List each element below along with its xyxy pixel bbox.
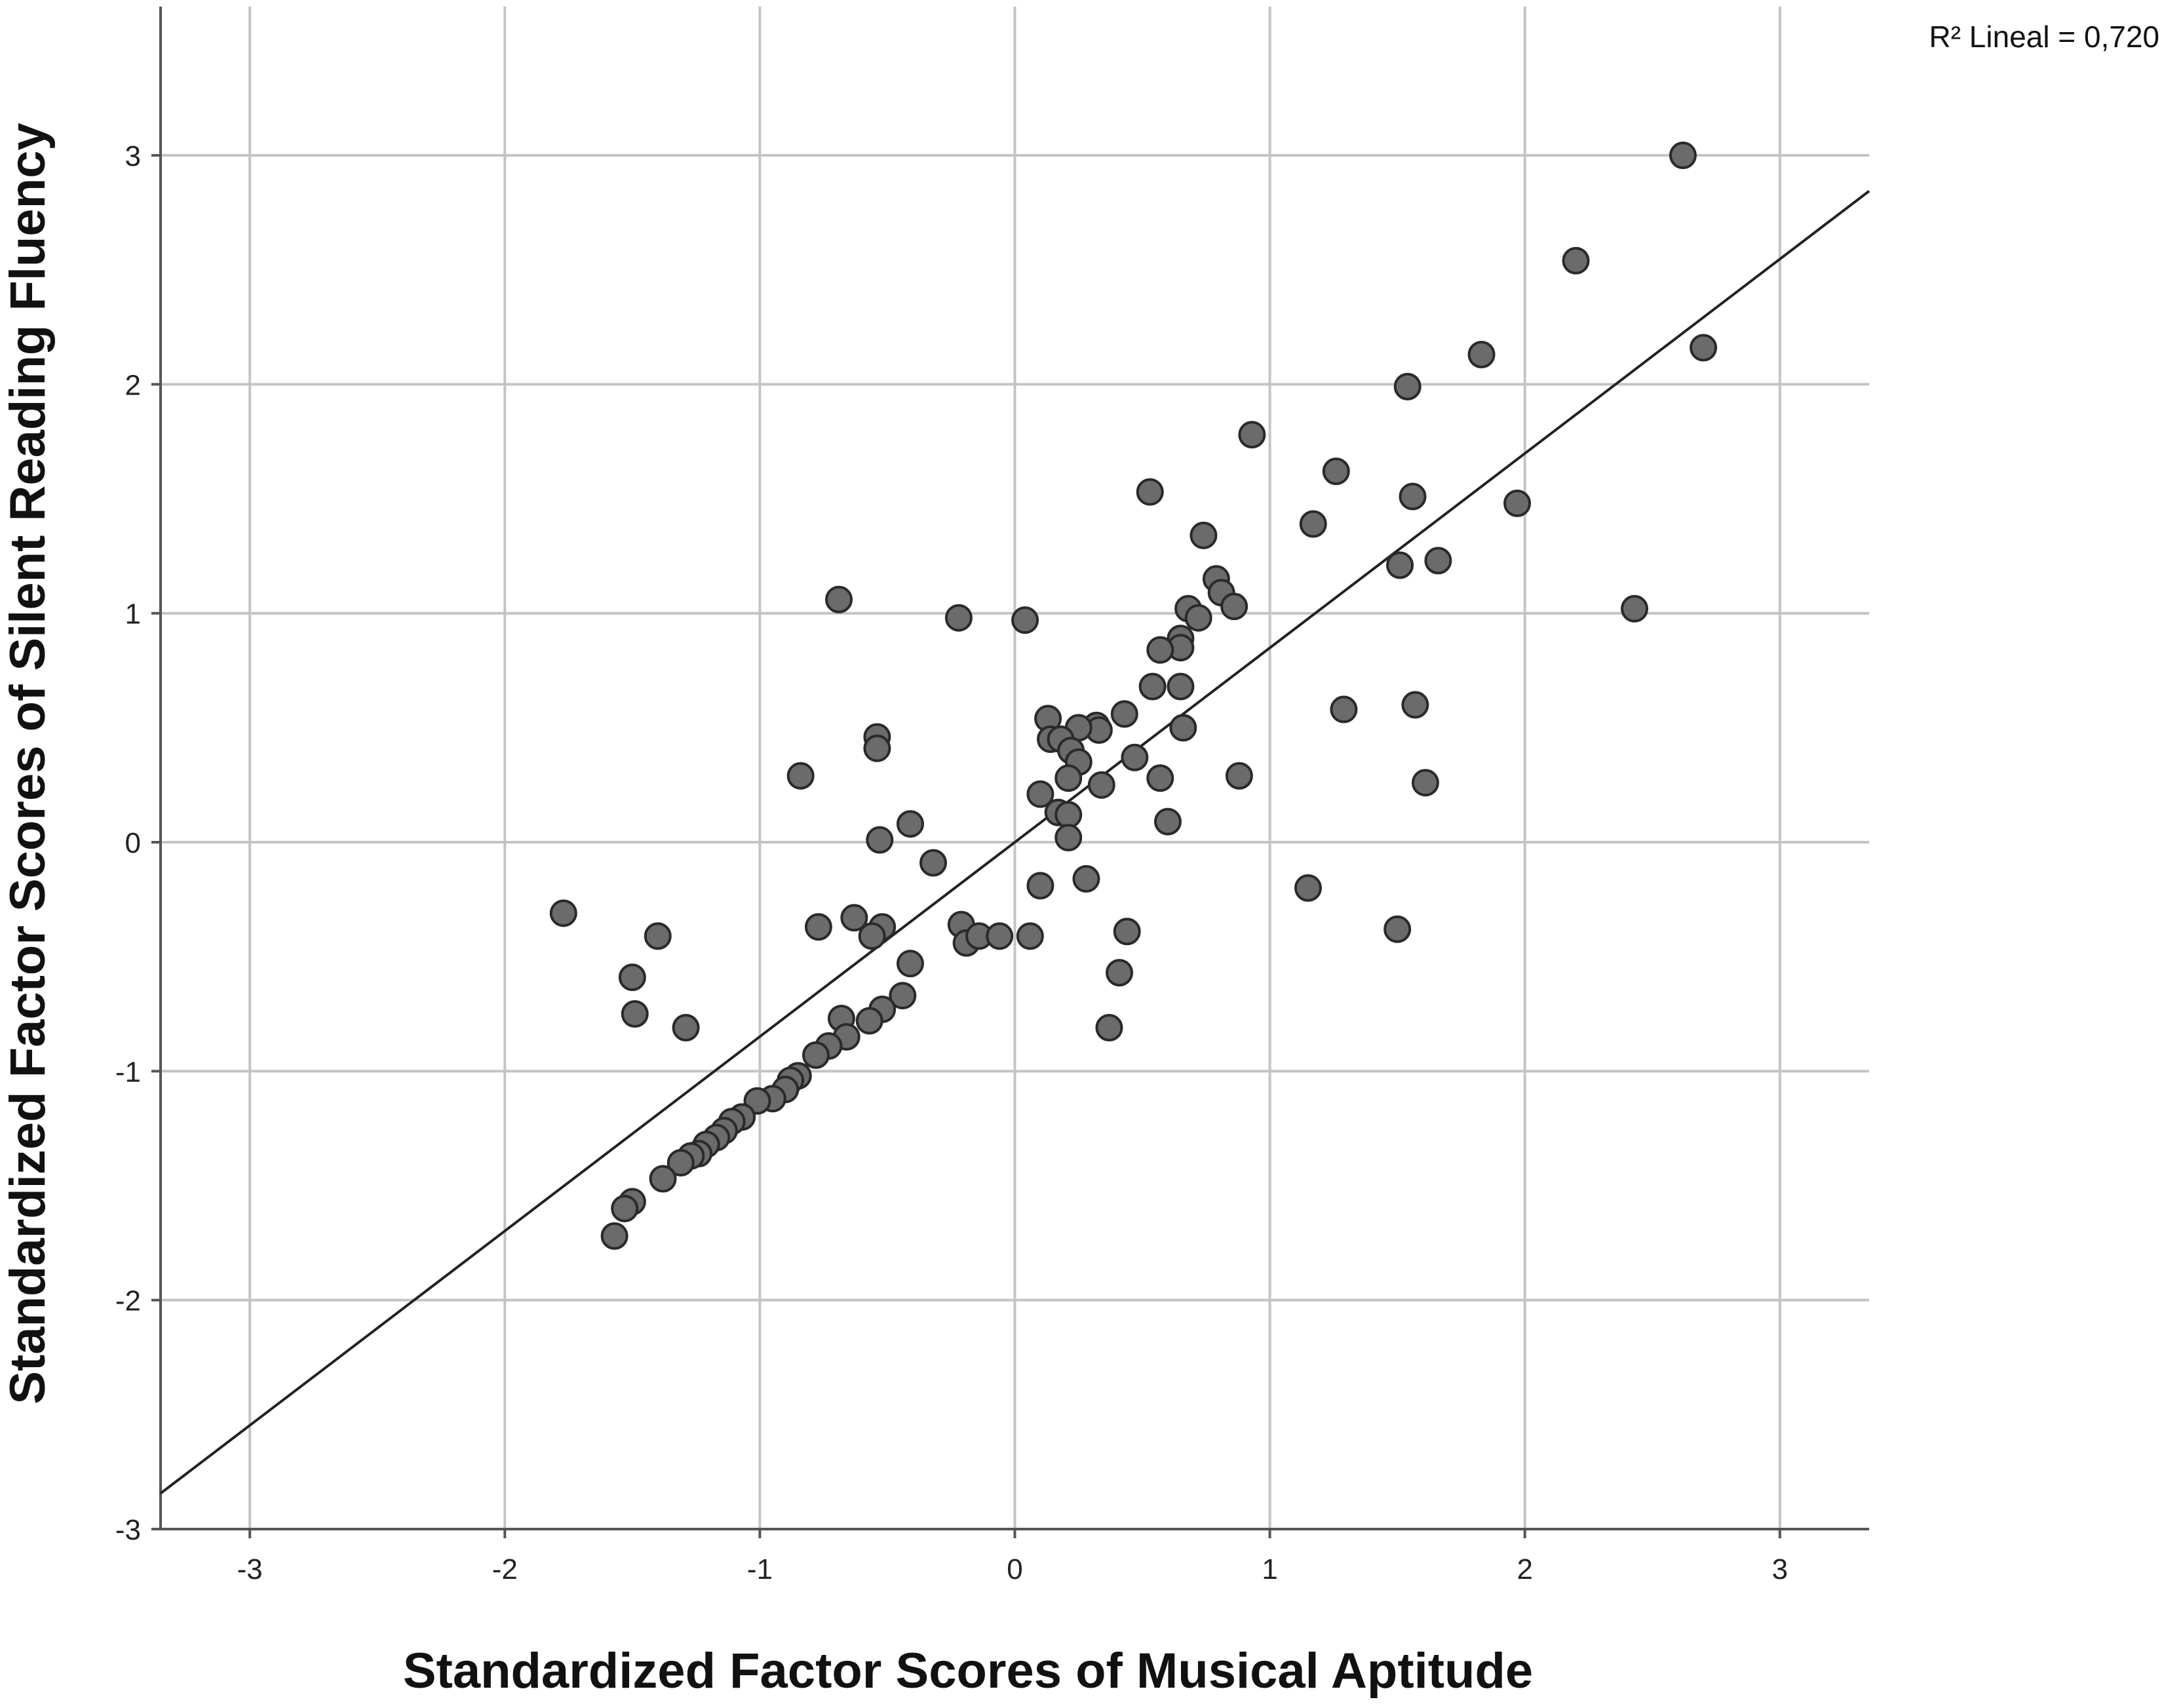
scatter-point (611, 1194, 639, 1222)
scatter-point (1095, 1013, 1123, 1041)
scatter-point (855, 1007, 883, 1035)
scatter-point (1072, 864, 1100, 893)
scatter-point (1113, 918, 1141, 946)
regression-line (159, 189, 1870, 1495)
x-axis-title: Standardized Factor Scores of Musical Ap… (403, 1643, 1533, 1699)
fit-line-group (159, 189, 1870, 1495)
y-tick-label: 0 (125, 827, 141, 859)
scatter-point (1399, 482, 1427, 511)
scatter-point (1054, 801, 1083, 829)
scatter-point (1026, 872, 1054, 900)
x-tick-label: -3 (237, 1553, 263, 1585)
scatter-point (889, 982, 917, 1010)
x-tick-label: 3 (1772, 1553, 1788, 1585)
scatter-point (802, 1041, 830, 1069)
x-tick-label: 1 (1262, 1553, 1277, 1585)
scatter-point (1011, 606, 1039, 634)
scatter-point (825, 585, 853, 613)
scatter-point (1220, 592, 1248, 621)
scatter-point (667, 1149, 695, 1177)
x-tick-label: -2 (492, 1553, 518, 1585)
scatter-point (1401, 691, 1429, 719)
scatter-point (1106, 959, 1134, 987)
scatter-point (919, 849, 947, 877)
y-tick-label: -1 (115, 1056, 141, 1088)
scatter-point (1393, 372, 1421, 400)
scatter-point (1225, 762, 1253, 790)
scatter-point (1411, 769, 1439, 797)
scatter-point (863, 734, 891, 762)
scatter-point (1669, 142, 1697, 170)
scatter-point (1136, 478, 1164, 506)
scatter-point (858, 922, 886, 950)
scatter-point (1167, 672, 1195, 701)
y-tick-label: 3 (125, 140, 141, 172)
scatter-point (644, 922, 672, 950)
scatter-point (672, 1013, 700, 1041)
axes (151, 7, 1869, 1538)
y-tick-label: -2 (115, 1285, 141, 1317)
scatter-point (1503, 490, 1532, 518)
scatter-point (866, 826, 894, 854)
scatter-point (1322, 457, 1350, 486)
scatter-point (1621, 594, 1649, 623)
scatter-point (1087, 771, 1115, 799)
scatter-point (1054, 824, 1083, 852)
scatter-point (804, 913, 832, 941)
scatter-point (600, 1222, 629, 1250)
x-tick-label: 2 (1517, 1553, 1532, 1585)
scatter-point (896, 950, 924, 978)
scatter-point (1138, 672, 1167, 701)
y-tick-label: -3 (115, 1514, 141, 1546)
tick-labels: -3 -2 -1 0 1 2 3 -3 -2 -1 0 1 2 3 (115, 140, 1788, 1585)
scatter-point (840, 904, 868, 932)
fit-line-label: R² Lineal = 0,720 (1929, 20, 2159, 54)
scatter-point (1153, 807, 1182, 836)
y-axis-title: Standardized Factor Scores of Silent Rea… (0, 123, 56, 1404)
scatter-point (618, 963, 646, 992)
scatter-point (1690, 334, 1718, 362)
y-tick-label: 2 (125, 369, 141, 401)
data-points (549, 142, 1718, 1250)
scatter-point (896, 810, 924, 838)
scatter-point (1467, 340, 1496, 368)
grid (161, 7, 1869, 1530)
scatter-point (786, 762, 815, 790)
scatter-point (1054, 764, 1083, 792)
scatter-point (1189, 521, 1218, 549)
scatter-point (1146, 764, 1174, 792)
scatter-point (1294, 874, 1322, 902)
scatter-point (621, 1000, 649, 1028)
scatter-point (1386, 551, 1414, 579)
scatter-point (1299, 510, 1327, 538)
scatter-point (1016, 922, 1044, 950)
scatter-point (1383, 915, 1412, 943)
y-tick-label: 1 (125, 598, 141, 631)
scatter-point (1169, 714, 1197, 742)
scatter-point (1146, 636, 1174, 664)
scatter-point (1330, 695, 1358, 724)
scatter-point (944, 604, 973, 632)
scatter-point (649, 1165, 677, 1193)
scatter-point (1026, 780, 1054, 808)
scatter-point (1238, 421, 1266, 449)
scatter-point (986, 922, 1014, 950)
scatter-point (549, 899, 577, 927)
x-tick-label: -1 (747, 1553, 773, 1585)
scatter-point (1184, 604, 1212, 632)
scatter-point (1121, 743, 1149, 771)
scatter-point (1424, 547, 1452, 575)
scatter-point (1562, 246, 1590, 275)
x-tick-label: 0 (1007, 1553, 1022, 1585)
scatter-point (1110, 700, 1138, 728)
